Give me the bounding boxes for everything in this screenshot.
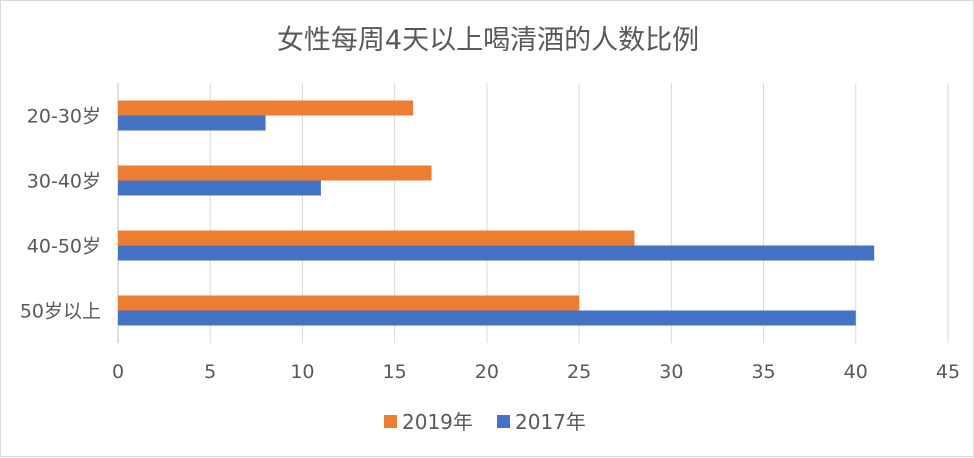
legend-swatch <box>384 415 397 428</box>
x-tick-label: 30 <box>659 361 683 383</box>
x-tick-label: 5 <box>204 361 216 383</box>
bar <box>118 295 580 311</box>
y-tick-label: 50岁以上 <box>20 301 101 323</box>
legend-label: 2017年 <box>515 410 586 434</box>
bar <box>118 100 414 116</box>
bar <box>118 165 432 181</box>
y-tick-label: 30-40岁 <box>27 171 101 193</box>
x-tick-label: 0 <box>112 361 124 383</box>
x-tick-label: 35 <box>751 361 775 383</box>
bar <box>118 115 266 131</box>
x-tick-label: 45 <box>936 361 960 383</box>
bar <box>118 230 635 246</box>
y-tick-label: 20-30岁 <box>27 106 101 128</box>
legend-swatch <box>497 415 510 428</box>
x-tick-label: 25 <box>567 361 591 383</box>
legend-label: 2019年 <box>402 410 473 434</box>
chart-title: 女性每周4天以上喝清酒的人数比例 <box>277 25 699 56</box>
y-tick-label: 40-50岁 <box>27 236 101 258</box>
x-tick-label: 10 <box>290 361 314 383</box>
x-tick-label: 40 <box>844 361 868 383</box>
x-tick-label: 15 <box>383 361 407 383</box>
bar <box>118 180 321 196</box>
x-tick-label: 20 <box>475 361 499 383</box>
bar <box>118 245 875 261</box>
bar <box>118 310 856 326</box>
